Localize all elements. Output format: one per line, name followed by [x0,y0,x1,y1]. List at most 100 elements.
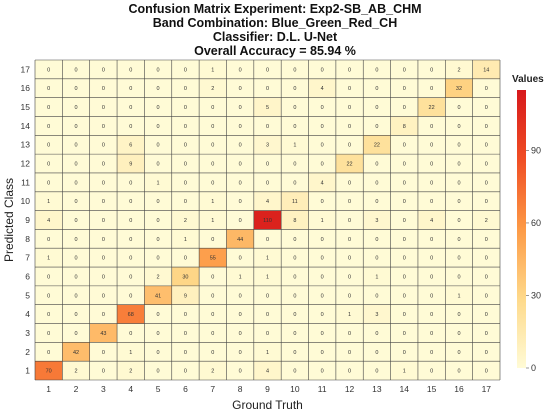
heatmap-cell [417,60,446,79]
heatmap-cell [144,323,172,343]
heatmap-cell [253,210,282,230]
heatmap-cell [89,267,118,286]
heatmap-cell [281,304,309,324]
heatmap-cell [335,78,364,98]
cell-value-label: 0 [430,331,433,337]
cell-value-label: 3 [375,218,378,224]
cell-value-label: 2 [485,218,488,224]
heatmap-cell [308,135,336,155]
cell-value-label: 0 [129,218,132,224]
cell-value-label: 0 [348,331,351,337]
heatmap-cell [445,342,473,362]
cell-value-label: 0 [293,180,296,186]
cell-value-label: 4 [321,86,324,92]
heatmap-cell [417,191,446,211]
heatmap-cell [472,116,500,136]
cell-value-label: 0 [74,331,77,337]
x-tick-label: 8 [238,384,243,394]
y-tick-label: 13 [21,140,31,150]
heatmap-cell [199,361,227,380]
cell-value-label: 0 [266,293,269,299]
heatmap-cell [363,154,391,173]
heatmap-cell [226,342,254,362]
heatmap-cell [171,116,200,136]
cell-value-label: 0 [430,143,433,149]
heatmap-grid [34,59,501,381]
heatmap-cell [35,304,63,324]
heatmap-cell [335,135,364,155]
cell-value-label: 1 [403,369,406,375]
heatmap-cell [144,78,172,98]
cell-value-label: 55 [210,256,216,262]
color-legend: Values 0 30 60 90 [512,74,544,373]
cell-value-label: 0 [157,312,160,318]
heatmap-cell [253,304,282,324]
heatmap-cell [417,135,446,155]
heatmap-cell [226,248,254,268]
cell-value-label: 0 [47,237,50,243]
cell-value-label: 0 [102,350,105,356]
cell-value-label: 1 [47,256,50,262]
cell-value-label: 0 [375,162,378,168]
cell-value-label: 0 [184,67,187,73]
cell-value-label: 1 [211,199,214,205]
heatmap-cell [253,342,282,362]
heatmap-cell [144,135,172,155]
heatmap-cell [226,154,254,173]
heatmap-cell [390,248,418,268]
cell-value-label: 0 [129,331,132,337]
cell-value-label: 0 [102,199,105,205]
cell-value-label: 0 [403,274,406,280]
cell-value-label: 0 [321,143,324,149]
heatmap-cell [308,191,336,211]
heatmap-cell [117,60,145,79]
heatmap-cell [472,285,500,305]
heatmap-cell [335,210,364,230]
heatmap-cell [171,229,200,249]
heatmap-cell [35,135,63,155]
cell-value-label: 43 [100,331,106,337]
cell-value-label: 0 [485,199,488,205]
heatmap-cell [226,97,254,117]
cell-value-label: 0 [321,293,324,299]
heatmap-cell [199,285,227,305]
heatmap-cell [445,191,473,211]
chart-titles: Confusion Matrix Experiment: Exp2-SB_AB_… [128,2,421,58]
cell-value-label: 4 [47,218,50,224]
cell-value-label: 0 [157,67,160,73]
cell-value-label: 0 [211,293,214,299]
cell-value-label: 4 [430,218,433,224]
cell-value-label: 0 [157,124,160,130]
cell-value-label: 0 [47,105,50,111]
cell-value-label: 0 [321,274,324,280]
cell-value-label: 0 [321,124,324,130]
heatmap-cell [472,78,500,98]
x-tick-label: 7 [210,384,215,394]
cell-value-label: 0 [375,67,378,73]
heatmap-cell [62,361,90,380]
heatmap-cell [62,285,90,305]
heatmap-cell [253,267,282,286]
heatmap-cell [35,154,63,173]
cell-value-label: 0 [47,67,50,73]
cell-value-label: 0 [47,162,50,168]
cell-value-label: 9 [184,293,187,299]
cell-value-label: 0 [293,162,296,168]
heatmap-cell [363,342,391,362]
heatmap-cell [445,154,473,173]
cell-value-label: 0 [403,237,406,243]
heatmap-cell [281,248,309,268]
heatmap-cell [253,191,282,211]
x-tick-label: 10 [290,384,300,394]
cell-value-label: 2 [129,369,132,375]
heatmap-cell [335,154,364,173]
cell-value-label: 0 [129,274,132,280]
heatmap-cells [35,60,500,380]
heatmap-cell [445,97,473,117]
cell-value-label: 3 [266,143,269,149]
cell-value-label: 0 [403,331,406,337]
cell-value-label: 0 [184,162,187,168]
cell-value-label: 1 [184,237,187,243]
cell-value-label: 0 [47,312,50,318]
heatmap-cell [281,342,309,362]
